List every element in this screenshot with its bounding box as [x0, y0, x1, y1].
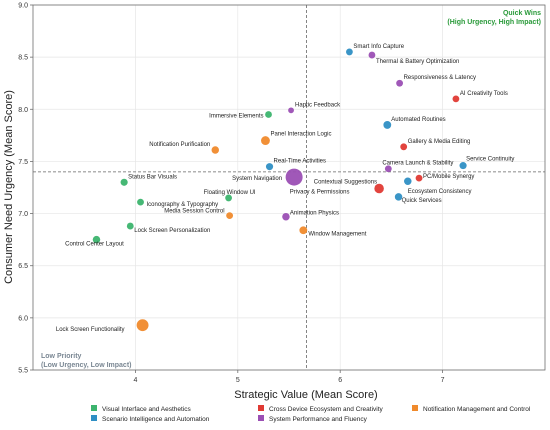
data-point: [452, 95, 460, 103]
data-point: [265, 163, 274, 171]
y-tick-label: 5.5: [18, 368, 28, 375]
data-point-label: Contextual Suggestions: [314, 180, 377, 186]
data-point-label: Panel Interaction Logic: [270, 132, 331, 138]
data-point-label: Responsiveness & Latency: [404, 75, 476, 81]
legend-label: Notification Management and Control: [423, 406, 531, 413]
data-point: [384, 165, 392, 173]
data-point: [92, 235, 101, 244]
data-point: [282, 212, 290, 221]
legend-label: Scenario Intelligence and Automation: [102, 416, 210, 423]
data-point-label: Camera Launch & Stability: [382, 161, 453, 167]
data-point: [394, 193, 403, 201]
data-point: [346, 48, 353, 56]
data-point-label: PC/Mobile Synergy: [423, 174, 474, 180]
data-point: [126, 222, 134, 230]
data-point: [211, 146, 220, 154]
data-point: [137, 198, 144, 206]
data-point-label: Floating Window UI: [204, 190, 256, 196]
data-point: [285, 168, 303, 186]
y-tick-label: 6.0: [18, 315, 28, 322]
x-tick-label: 5: [236, 377, 240, 384]
data-point-label: Quick Services: [402, 198, 442, 204]
data-point: [136, 319, 149, 332]
data-point: [226, 212, 234, 220]
data-point: [265, 111, 272, 118]
data-point: [374, 183, 384, 194]
data-point-label: Gallery & Media Editing: [408, 139, 471, 145]
data-point-label: Privacy & Permissions: [290, 190, 350, 196]
data-point: [120, 178, 128, 186]
data-point: [400, 143, 408, 151]
quadrant-label-title: Quick Wins: [503, 10, 541, 17]
x-axis-label: Strategic Value (Mean Score): [234, 389, 377, 401]
data-point-label: Haptic Feedback: [295, 102, 341, 108]
x-tick-label: 4: [133, 377, 137, 384]
data-points: [92, 48, 467, 332]
x-axis-ticks: 4 5 6 7: [133, 370, 445, 384]
data-point-label: Window Management: [308, 231, 366, 237]
point-labels: Smart Info Capture Thermal & Battery Opti…: [56, 44, 515, 333]
y-tick-label: 9.0: [18, 3, 28, 10]
quadrant-label-subtitle: (Low Urgency, Low Impact): [41, 362, 132, 369]
quadrant-label-subtitle: (High Urgency, High Impact): [447, 19, 541, 26]
y-tick-label: 7.5: [18, 159, 28, 166]
data-point-label: Smart Info Capture: [353, 44, 404, 50]
y-axis-label: Consumer Need Urgency (Mean Score): [3, 90, 15, 284]
data-point-label: Lock Screen Personalization: [134, 228, 210, 234]
data-point-label: Service Continuity: [466, 157, 514, 163]
plot-area: [32, 4, 546, 371]
data-point-label: AI Creativity Tools: [460, 91, 508, 97]
legend-swatch: [258, 405, 264, 411]
legend-swatch: [91, 405, 97, 411]
data-point: [225, 194, 232, 202]
x-tick-label: 7: [441, 377, 445, 384]
data-point: [368, 51, 376, 59]
legend-swatch: [258, 415, 264, 421]
data-point: [396, 79, 403, 87]
data-point-label: Status Bar Visuals: [128, 174, 177, 180]
data-point-label: Real-Time Activities: [274, 159, 326, 165]
data-point-label: Control Center Layout: [65, 242, 124, 248]
legend-swatch: [412, 405, 418, 411]
data-point-label: System Navigation: [232, 176, 282, 182]
legend-label: Visual Interface and Aesthetics: [102, 406, 192, 413]
data-point: [459, 162, 467, 170]
data-point-label: Immersive Elements: [209, 114, 263, 120]
data-point-label: Animation Physics: [290, 211, 339, 217]
data-point: [404, 177, 412, 185]
y-axis-ticks: 5.5 6.0 6.5 7.0 7.5 8.0 8.5 9.0: [18, 3, 33, 375]
y-tick-label: 8.0: [18, 107, 28, 114]
quadrant-labels: Quick Wins (High Urgency, High Impact) Low…: [41, 10, 541, 369]
data-point: [261, 136, 270, 145]
data-point-label: Thermal & Battery Optimization: [376, 59, 459, 65]
data-point-label: Media Session Control: [164, 209, 224, 215]
legend-label: System Performance and Fluency: [269, 416, 368, 423]
y-tick-label: 7.0: [18, 211, 28, 218]
legend-label: Cross Device Ecosystem and Creativity: [269, 406, 384, 413]
data-point-label: Lock Screen Functionality: [56, 327, 125, 333]
data-point: [383, 121, 392, 129]
data-point: [415, 174, 423, 182]
data-point: [288, 107, 294, 114]
legend-swatch: [91, 415, 97, 421]
data-point-label: Ecosystem Consistency: [408, 189, 472, 195]
data-point: [299, 226, 308, 235]
data-point-label: Notification Purification: [149, 142, 210, 148]
y-tick-label: 6.5: [18, 263, 28, 270]
legend: Visual Interface and Aesthetics Scenario …: [91, 405, 531, 423]
quadrant-label-title: Low Priority: [41, 353, 82, 360]
data-point-label: Automated Routines: [391, 117, 445, 123]
x-tick-label: 6: [338, 377, 342, 384]
y-tick-label: 8.5: [18, 55, 28, 62]
data-point-label: Iconography & Typography: [147, 202, 219, 208]
